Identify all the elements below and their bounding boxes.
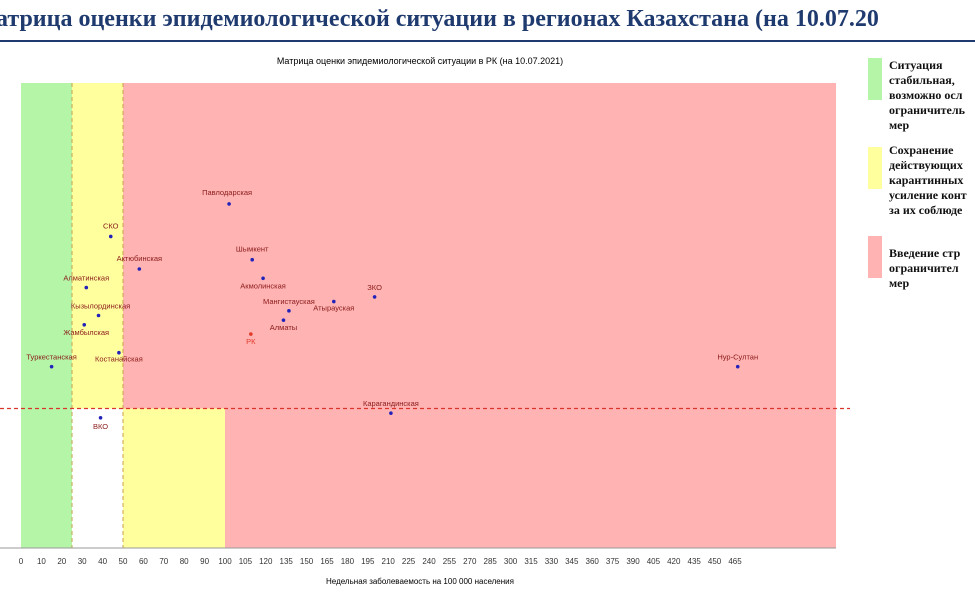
data-point xyxy=(84,285,89,290)
data-label: Нур-Султан xyxy=(717,353,758,362)
x-tick-label: 465 xyxy=(728,557,742,566)
data-point xyxy=(281,318,286,322)
x-tick-label: 80 xyxy=(180,557,189,566)
legend-swatch-yellow xyxy=(868,147,882,189)
x-tick-label: 195 xyxy=(361,557,375,566)
data-point xyxy=(82,323,87,327)
x-tick-label: 285 xyxy=(484,557,498,566)
data-label: Жамбылская xyxy=(63,328,109,337)
x-tick-label: 0 xyxy=(19,557,24,566)
legend-swatch-green xyxy=(868,58,882,100)
x-tick-label: 390 xyxy=(626,557,640,566)
data-point xyxy=(117,350,121,355)
data-label: Актюбинская xyxy=(117,254,162,263)
data-label: РК xyxy=(246,337,256,346)
x-tick-label: 315 xyxy=(524,557,538,566)
x-tick-label: 420 xyxy=(667,557,681,566)
legend-item-stable: Ситуация стабильная, возможно осл ограни… xyxy=(868,58,975,138)
legend-item-restrict: Введение стр ограничител мер xyxy=(868,236,975,296)
x-tick-label: 300 xyxy=(504,557,518,566)
scatter-chart: 0 10 20 30 40 50 60 70 80 90 100 105 120 135 150 165 180… xyxy=(0,56,850,586)
x-tick-label: 135 xyxy=(280,557,294,566)
x-tick-label: 360 xyxy=(586,557,600,566)
zone-0 xyxy=(21,83,72,548)
x-tick-label: 240 xyxy=(422,557,436,566)
x-axis-label: Недельная заболеваемость на 100 000 насе… xyxy=(326,577,514,586)
x-tick-label: 210 xyxy=(382,557,396,566)
x-tick-label: 70 xyxy=(159,557,168,566)
chart-title: Матрица оценки эпидемиологической ситуац… xyxy=(277,56,563,66)
x-tick-label: 165 xyxy=(320,557,334,566)
data-point xyxy=(250,257,254,262)
data-label: СКО xyxy=(103,221,119,230)
x-tick-label: 405 xyxy=(647,557,661,566)
x-tick-label: 225 xyxy=(402,557,416,566)
legend-label-maintain: Сохранение действующих карантинных усиле… xyxy=(889,143,967,217)
x-tick-label: 375 xyxy=(606,557,620,566)
data-label: Кызылординская xyxy=(71,302,130,311)
legend-swatch-red xyxy=(868,236,882,278)
data-label: Акмолинская xyxy=(240,281,286,290)
x-tick-label: 40 xyxy=(98,557,107,566)
data-label: Павлодарская xyxy=(202,188,252,197)
data-point xyxy=(389,411,393,415)
data-point xyxy=(287,309,291,313)
x-tick-label: 450 xyxy=(708,557,722,566)
title-divider xyxy=(0,40,975,42)
zone-1 xyxy=(72,83,123,409)
data-label: Алматинская xyxy=(63,274,109,283)
data-point xyxy=(96,313,101,318)
zone-2 xyxy=(123,408,225,548)
data-point xyxy=(249,332,253,336)
data-point xyxy=(108,234,113,239)
data-point xyxy=(49,364,54,369)
x-tick-label: 10 xyxy=(37,557,46,566)
data-point xyxy=(332,299,336,304)
data-label: Карагандинская xyxy=(363,399,419,408)
data-point xyxy=(227,202,231,206)
x-tick-label: 105 xyxy=(239,557,253,566)
legend-item-maintain: Сохранение действующих карантинных усиле… xyxy=(868,143,975,223)
data-label: Костанайская xyxy=(95,355,143,364)
data-point xyxy=(735,364,740,369)
data-label: Атырауская xyxy=(313,304,354,313)
data-point xyxy=(261,276,265,281)
data-label: ЗКО xyxy=(367,283,382,292)
zone-3 xyxy=(123,83,836,409)
x-tick-label: 330 xyxy=(545,557,559,566)
data-label: Шымкент xyxy=(236,245,269,254)
x-tick-label: 255 xyxy=(443,557,457,566)
x-tick-label: 345 xyxy=(565,557,579,566)
x-tick-label: 60 xyxy=(139,557,148,566)
x-tick-label: 20 xyxy=(57,557,66,566)
data-point xyxy=(372,295,377,299)
x-tick-label: 120 xyxy=(259,557,273,566)
legend-label-restrict: Введение стр ограничител мер xyxy=(889,246,961,290)
x-tick-label: 100 xyxy=(218,557,232,566)
x-tick-label: 180 xyxy=(341,557,355,566)
data-point xyxy=(98,416,103,420)
data-label: Алматы xyxy=(270,323,297,332)
x-tick-label: 270 xyxy=(463,557,477,566)
data-label: Мангистауская xyxy=(263,297,315,306)
x-tick-label: 150 xyxy=(300,557,314,566)
legend-label-stable: Ситуация стабильная, возможно осл ограни… xyxy=(889,58,965,132)
slide-title: атрица оценки эпидемиологической ситуаци… xyxy=(0,6,879,32)
x-tick-label: 30 xyxy=(78,557,87,566)
data-point xyxy=(137,267,142,271)
zone-4 xyxy=(225,408,836,548)
data-label: Туркестанская xyxy=(26,353,76,362)
x-tick-label: 435 xyxy=(688,557,702,566)
x-tick-label: 90 xyxy=(200,557,209,566)
x-tick-label: 50 xyxy=(119,557,128,566)
data-label: ВКО xyxy=(93,422,108,431)
